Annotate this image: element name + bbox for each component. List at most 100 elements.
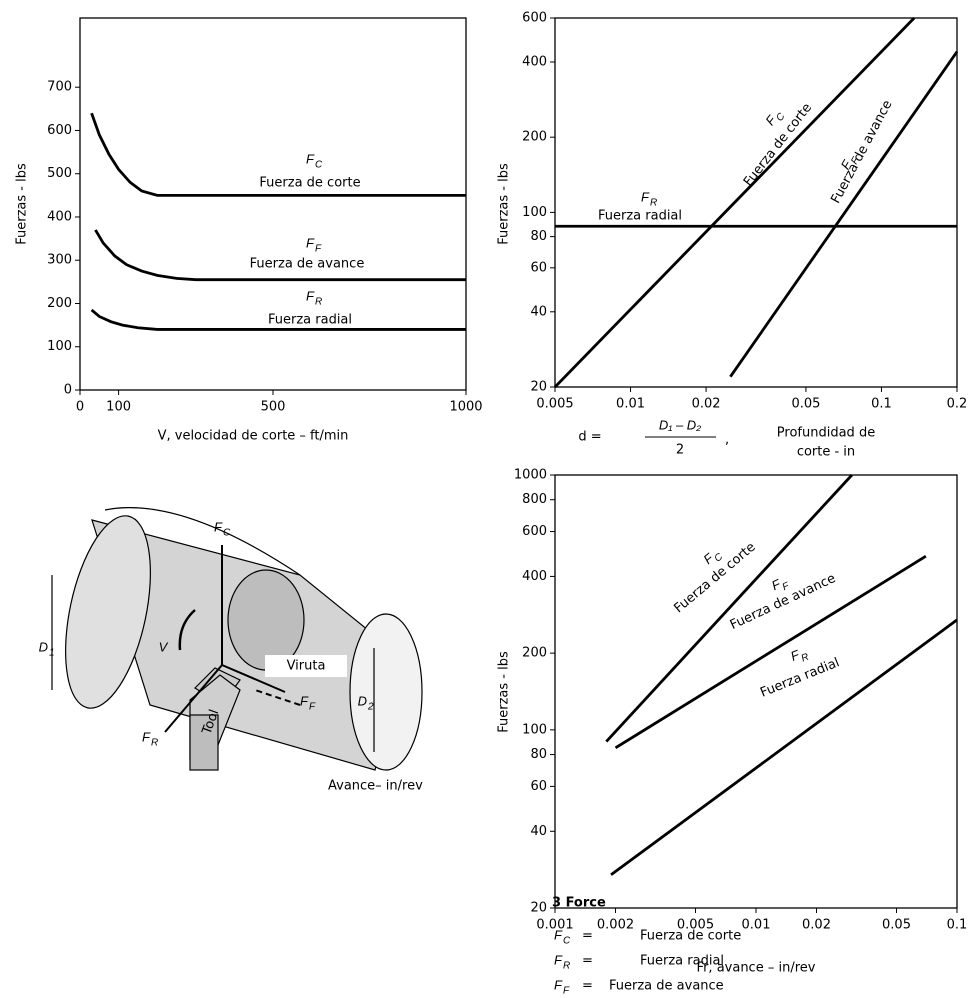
symbol-subscript: 1 xyxy=(49,648,55,659)
x-tick-label: 0.05 xyxy=(882,918,911,933)
legend-sign: = xyxy=(582,979,593,994)
symbol-letter: D xyxy=(358,693,367,708)
symbol-subscript: 2 xyxy=(367,702,374,713)
cylinder-right-end xyxy=(349,613,423,771)
symbol-subscript: C xyxy=(315,160,323,171)
symbol-subscript: F xyxy=(315,244,322,255)
series-line xyxy=(614,555,927,750)
series-name: Fuerza radial xyxy=(268,313,352,328)
x-axis-label: Fr, avance – in/rev xyxy=(697,961,816,976)
symbol-subscript: F xyxy=(781,580,792,593)
feed-arrow xyxy=(254,689,301,706)
y-tick-label: 700 xyxy=(47,80,72,95)
x-tick-label: 500 xyxy=(261,400,286,415)
x-tick-label: 0.1 xyxy=(947,918,968,933)
x-tick-label: 0.05 xyxy=(791,397,820,412)
series-name: Fuerza radial xyxy=(758,655,842,700)
symbol-subscript: F xyxy=(849,155,862,167)
y-tick-label: 20 xyxy=(530,380,547,395)
legend-sign: = xyxy=(582,929,593,944)
x-tick-label: 0.01 xyxy=(616,397,645,412)
symbol-letter: F xyxy=(554,952,563,967)
legend-sign: = xyxy=(582,954,593,969)
symbol-subscript: C xyxy=(223,528,231,539)
symbol-letter: F xyxy=(306,288,315,303)
y-tick-label: 60 xyxy=(530,779,547,794)
x-tick-label: 0.002 xyxy=(597,918,634,933)
y-tick-label: 200 xyxy=(522,130,547,145)
symbol-subscript: F xyxy=(563,986,570,997)
series-name: Fuerza de corte xyxy=(259,176,360,191)
y-tick-label: 600 xyxy=(522,524,547,539)
y-tick-label: 0 xyxy=(64,383,72,398)
y-tick-label: 80 xyxy=(530,747,547,762)
y-tick-label: 100 xyxy=(522,722,547,737)
symbol-letter: F xyxy=(214,519,223,534)
x-tick-label: 0.01 xyxy=(742,918,771,933)
lathe-diagram xyxy=(51,507,423,771)
formula-lhs: d = xyxy=(578,430,601,445)
y-tick-label: 20 xyxy=(530,901,547,916)
symbol-letter: D xyxy=(39,639,48,654)
plot-frame xyxy=(79,17,467,391)
y-tick-label: 100 xyxy=(47,339,72,354)
arrow-fr xyxy=(164,664,223,733)
series-line xyxy=(729,50,959,378)
x-tick-label: 100 xyxy=(106,400,131,415)
x-axis-label: Profundidad de xyxy=(777,426,875,441)
y-tick-label: 800 xyxy=(522,492,547,507)
y-tick-label: 80 xyxy=(530,229,547,244)
series-name: Fuerza de avance xyxy=(250,257,365,272)
plot-frame xyxy=(554,17,958,388)
arrow-ff xyxy=(221,664,286,693)
feed-label: Avance– in/rev xyxy=(328,779,423,794)
legend-label: Fuerza de corte xyxy=(640,929,741,944)
legend-title: 3 Force xyxy=(552,896,606,911)
y-tick-label: 500 xyxy=(47,166,72,181)
x-tick-label: 1000 xyxy=(449,400,482,415)
y-tick-label: 400 xyxy=(522,54,547,69)
series-line xyxy=(553,17,916,388)
symbol-letter: F xyxy=(142,729,151,744)
y-tick-label: 200 xyxy=(47,296,72,311)
y-tick-label: 400 xyxy=(522,569,547,584)
symbol-letter: F xyxy=(554,927,563,942)
y-tick-label: 600 xyxy=(47,123,72,138)
arrow-v xyxy=(178,609,196,651)
plot-frame xyxy=(554,474,958,909)
y-axis-label: Fuerzas - lbs xyxy=(497,163,512,245)
y-axis-label: Fuerzas - lbs xyxy=(497,651,512,733)
symbol-subscript: R xyxy=(315,297,322,308)
legend-label: Fuerza de avance xyxy=(609,979,724,994)
x-axis-label: corte - in xyxy=(797,445,855,460)
y-tick-label: 100 xyxy=(522,205,547,220)
series-name: Fuerza de corte xyxy=(671,540,758,617)
symbol-subscript: R xyxy=(563,961,570,972)
x-tick-label: 0.02 xyxy=(802,918,831,933)
symbol: FR xyxy=(788,647,811,665)
symbol-letter: F xyxy=(306,151,315,166)
y-tick-label: 600 xyxy=(522,11,547,26)
x-tick-label: 0.001 xyxy=(536,918,573,933)
formula-numerator: D₁ – D₂ xyxy=(659,417,701,432)
chip-label: Viruta xyxy=(287,659,326,674)
y-axis-label: Fuerzas - lbs xyxy=(15,163,30,245)
y-tick-label: 40 xyxy=(530,824,547,839)
x-tick-label: 0 xyxy=(76,400,84,415)
symbol-subscript: R xyxy=(800,652,811,665)
formula-comma: , xyxy=(725,433,729,448)
chip-label-box xyxy=(265,655,347,677)
series-name: Fuerza de avance xyxy=(728,571,838,633)
symbol-subscript: C xyxy=(563,936,571,947)
symbol-subscript: F xyxy=(309,702,316,713)
y-tick-label: 400 xyxy=(47,209,72,224)
